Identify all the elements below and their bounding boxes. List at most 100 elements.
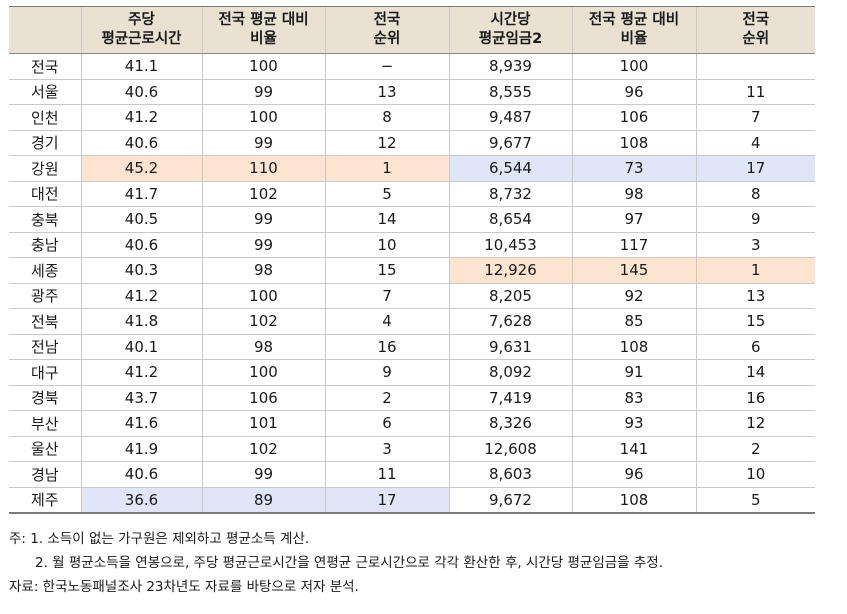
region-cell: 제주 <box>9 487 81 514</box>
wage-ratio-cell: 97 <box>571 206 696 233</box>
hours-ratio-cell-max: 110 <box>201 155 325 182</box>
table-row: 울산 41.9 102 3 12,608 141 2 <box>9 436 815 462</box>
hours-rank-cell-min: 17 <box>324 487 449 514</box>
wage-rank-cell: 11 <box>695 79 815 105</box>
region-cell: 세종 <box>9 257 81 284</box>
wage-cell: 8,603 <box>448 461 572 488</box>
wage-rank-cell-min: 17 <box>695 155 815 182</box>
region-cell: 강원 <box>9 155 81 182</box>
wage-cell: 8,205 <box>448 283 572 309</box>
wage-rank-cell: 16 <box>695 385 815 411</box>
wage-cell: 12,608 <box>448 436 572 462</box>
region-cell: 광주 <box>9 283 81 309</box>
hours-cell: 41.2 <box>80 359 202 386</box>
wage-ratio-cell: 108 <box>571 334 696 360</box>
region-cell: 대구 <box>9 359 81 386</box>
wage-rank-cell: 15 <box>695 308 815 335</box>
wage-cell: 10,453 <box>448 232 572 258</box>
table-row: 충북 40.5 99 14 8,654 97 9 <box>9 206 815 233</box>
hours-rank-cell: 10 <box>324 232 449 258</box>
table-row: 제주 36.6 89 17 9,672 108 5 <box>9 487 815 514</box>
wage-ratio-cell: 100 <box>571 53 696 80</box>
header-hours-rank: 전국 순위 <box>324 7 449 54</box>
wage-cell: 7,628 <box>448 308 572 335</box>
hours-cell: 43.7 <box>80 385 202 411</box>
wage-rank-cell: 4 <box>695 130 815 156</box>
hours-ratio-cell: 101 <box>201 410 325 437</box>
region-cell: 인천 <box>9 104 81 131</box>
hours-cell-max: 45.2 <box>80 155 202 182</box>
hours-cell: 41.8 <box>80 308 202 335</box>
hours-rank-cell: 11 <box>324 461 449 488</box>
hours-rank-cell: 5 <box>324 181 449 207</box>
table-row: 경남 40.6 99 11 8,603 96 10 <box>9 461 815 488</box>
wage-cell-min: 6,544 <box>448 155 572 182</box>
region-cell: 전국 <box>9 53 81 80</box>
hours-ratio-cell: 100 <box>201 53 325 80</box>
hours-rank-cell: − <box>324 53 449 80</box>
hours-ratio-cell: 100 <box>201 283 325 309</box>
wage-ratio-cell: 93 <box>571 410 696 437</box>
hours-cell-min: 36.6 <box>80 487 202 514</box>
wage-rank-cell: 10 <box>695 461 815 488</box>
hours-cell: 40.6 <box>80 232 202 258</box>
hours-ratio-cell: 99 <box>201 79 325 105</box>
table-row: 부산 41.6 101 6 8,326 93 12 <box>9 410 815 437</box>
hours-ratio-cell: 99 <box>201 461 325 488</box>
table-row: 강원 45.2 110 1 6,544 73 17 <box>9 155 815 182</box>
hours-ratio-cell: 100 <box>201 359 325 386</box>
wage-cell: 9,487 <box>448 104 572 131</box>
region-cell: 전북 <box>9 308 81 335</box>
hours-cell: 41.6 <box>80 410 202 437</box>
wage-ratio-cell: 108 <box>571 130 696 156</box>
hours-ratio-cell: 99 <box>201 206 325 233</box>
wage-cell: 8,732 <box>448 181 572 207</box>
region-cell: 대전 <box>9 181 81 207</box>
wage-rank-cell-max: 1 <box>695 257 815 284</box>
wage-cell: 9,631 <box>448 334 572 360</box>
wage-rank-cell: 12 <box>695 410 815 437</box>
wage-ratio-cell: 98 <box>571 181 696 207</box>
wage-ratio-cell: 96 <box>571 79 696 105</box>
region-cell: 울산 <box>9 436 81 462</box>
wage-rank-cell <box>695 53 815 80</box>
header-hourly-wage: 시간당 평균임금2 <box>448 7 572 54</box>
hours-ratio-cell-min: 89 <box>201 487 325 514</box>
hours-cell: 40.6 <box>80 130 202 156</box>
wage-cell: 8,092 <box>448 359 572 386</box>
table-row: 대구 41.2 100 9 8,092 91 14 <box>9 359 815 386</box>
wage-ratio-cell-max: 145 <box>571 257 696 284</box>
table-row: 광주 41.2 100 7 8,205 92 13 <box>9 283 815 309</box>
header-hours-ratio: 전국 평균 대비 비율 <box>201 7 325 54</box>
wage-rank-cell: 8 <box>695 181 815 207</box>
hours-ratio-cell: 99 <box>201 232 325 258</box>
wage-rank-cell: 3 <box>695 232 815 258</box>
hours-ratio-cell: 102 <box>201 436 325 462</box>
hours-ratio-cell: 100 <box>201 104 325 131</box>
hours-cell: 41.2 <box>80 283 202 309</box>
header-region <box>9 7 81 54</box>
hours-cell: 40.1 <box>80 334 202 360</box>
wage-ratio-cell: 83 <box>571 385 696 411</box>
hours-rank-cell: 6 <box>324 410 449 437</box>
hours-ratio-cell: 102 <box>201 181 325 207</box>
table-notes: 주: 1. 소득이 없는 가구원은 제외하고 평균소득 계산. 2. 월 평균소… <box>9 527 663 599</box>
wage-cell: 8,326 <box>448 410 572 437</box>
hours-rank-cell: 3 <box>324 436 449 462</box>
wage-ratio-cell: 106 <box>571 104 696 131</box>
hours-rank-cell: 15 <box>324 257 449 284</box>
table-row: 전남 40.1 98 16 9,631 108 6 <box>9 334 815 360</box>
wage-cell: 7,419 <box>448 385 572 411</box>
hours-rank-cell: 2 <box>324 385 449 411</box>
table-row: 경북 43.7 106 2 7,419 83 16 <box>9 385 815 411</box>
wage-ratio-cell: 117 <box>571 232 696 258</box>
region-cell: 전남 <box>9 334 81 360</box>
table-row: 전북 41.8 102 4 7,628 85 15 <box>9 308 815 335</box>
wage-ratio-cell: 108 <box>571 487 696 514</box>
header-wage-ratio: 전국 평균 대비 비율 <box>571 7 696 54</box>
hours-cell: 41.9 <box>80 436 202 462</box>
note-2: 2. 월 평균소득을 연봉으로, 주당 평균근로시간을 연평균 근로시간으로 각… <box>35 555 664 571</box>
wage-rank-cell: 9 <box>695 206 815 233</box>
wage-rank-cell: 5 <box>695 487 815 514</box>
wage-cell: 9,677 <box>448 130 572 156</box>
